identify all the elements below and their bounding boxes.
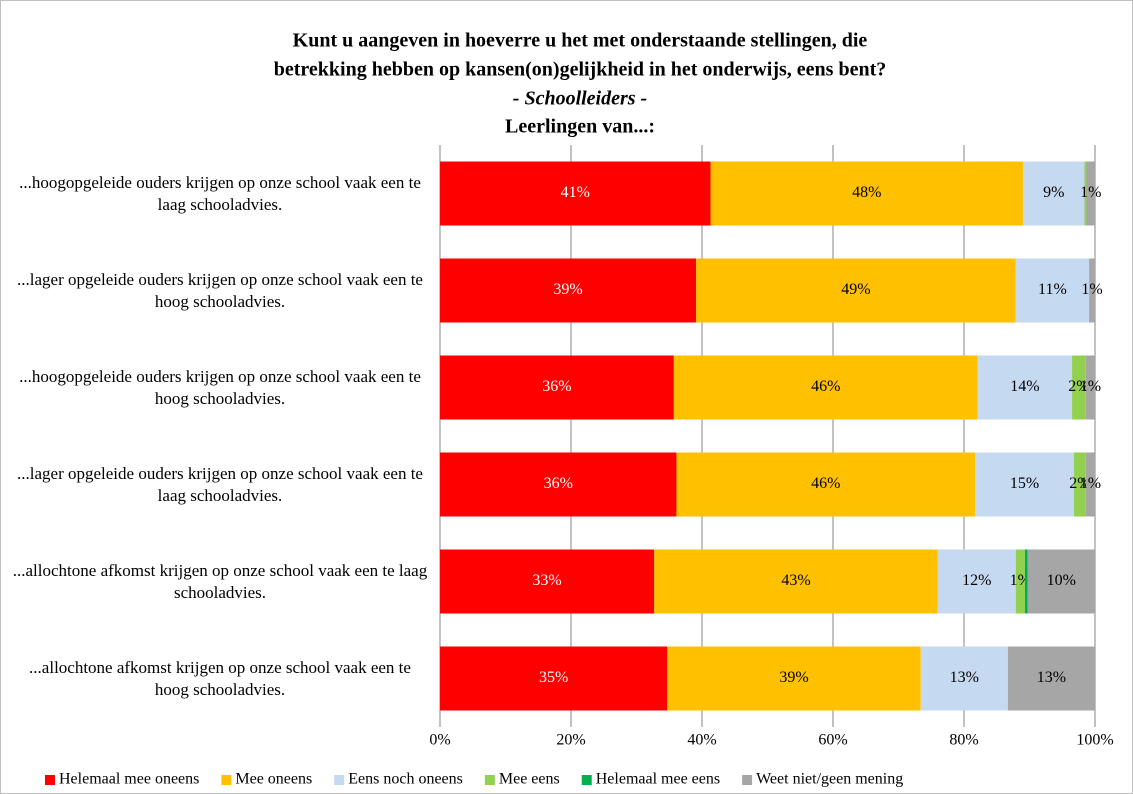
data-label: 41%	[561, 184, 590, 201]
data-label: 13%	[950, 669, 979, 686]
bar-segment	[1072, 355, 1086, 420]
category-label: ...lager opgeleide ouders krijgen op onz…	[17, 269, 423, 311]
data-label: 39%	[553, 281, 582, 298]
bar-segment	[667, 646, 921, 711]
category-label: ...allochtone afkomst krijgen op onze sc…	[29, 657, 411, 699]
data-label: 10%	[1047, 572, 1076, 589]
x-tick-label: 60%	[818, 732, 847, 749]
bar-segment	[1024, 549, 1028, 614]
group-label: Leerlingen van...:	[505, 116, 655, 138]
x-tick-label: 80%	[949, 732, 978, 749]
x-tick-label: 0%	[429, 732, 450, 749]
data-label: 2%	[1068, 378, 1089, 395]
bar-segment	[1015, 549, 1025, 614]
data-label: 46%	[811, 378, 840, 395]
bar-segment	[1015, 258, 1090, 323]
bar-segment	[1027, 549, 1095, 614]
legend-label: Mee eens	[499, 771, 560, 788]
bar-segment	[1085, 355, 1095, 420]
legend-swatch	[45, 775, 55, 785]
bar-segment	[1089, 258, 1095, 323]
data-label: 1%	[1080, 184, 1101, 201]
legend-label: Eens noch oneens	[348, 771, 463, 788]
legend-label: Helemaal mee oneens	[59, 771, 199, 788]
bar-segment	[977, 355, 1073, 420]
data-label: 36%	[542, 378, 571, 395]
data-label: 49%	[841, 281, 870, 298]
legend-swatch	[334, 775, 345, 785]
legend-label: Weet niet/geen mening	[756, 771, 903, 788]
data-label: 11%	[1038, 281, 1067, 298]
x-tick-label: 40%	[687, 732, 716, 749]
data-label: 1%	[1080, 475, 1101, 492]
category-label: ...hoogopgeleide ouders krijgen op onze …	[19, 172, 421, 214]
data-label: 43%	[781, 572, 810, 589]
x-tick-label: 100%	[1076, 732, 1113, 749]
data-label: 33%	[532, 572, 561, 589]
bar-segment	[920, 646, 1008, 711]
bar-segment	[440, 355, 674, 420]
bar-segment	[440, 161, 711, 226]
data-label: 35%	[539, 669, 568, 686]
category-label: ...allochtone afkomst krijgen op onze sc…	[12, 560, 428, 602]
bar-segment	[676, 452, 976, 517]
x-tick-label: 20%	[556, 732, 585, 749]
legend-label: Helemaal mee eens	[596, 771, 720, 788]
bar-segment	[1022, 161, 1085, 226]
bar-segment	[710, 161, 1023, 226]
legend-swatch	[581, 775, 592, 785]
bar-segment	[1085, 452, 1095, 517]
bar-segment	[440, 549, 655, 614]
bar-segment	[440, 646, 668, 711]
bar-segment	[654, 549, 938, 614]
data-label: 15%	[1010, 475, 1039, 492]
chart-title: betrekking hebben op kansen(on)gelijkhei…	[274, 59, 887, 81]
data-label: 39%	[779, 669, 808, 686]
bar-segment	[1084, 161, 1087, 226]
legend-swatch	[221, 775, 232, 785]
bar-segment	[440, 452, 677, 517]
category-label: ...hoogopgeleide ouders krijgen op onze …	[19, 366, 421, 408]
legend-swatch	[484, 775, 495, 785]
data-label: 46%	[811, 475, 840, 492]
bar-segment	[975, 452, 1075, 517]
legend-label: Mee oneens	[235, 771, 312, 788]
legend-swatch	[742, 775, 753, 785]
bar-segment	[1007, 646, 1095, 711]
data-label: 1%	[1080, 378, 1101, 395]
data-label: 9%	[1043, 184, 1064, 201]
category-label: ...lager opgeleide ouders krijgen op onz…	[17, 463, 423, 505]
chart-subtitle: - Schoolleiders -	[513, 88, 647, 110]
data-label: 13%	[1037, 669, 1066, 686]
data-label: 12%	[962, 572, 991, 589]
bar-segment	[673, 355, 978, 420]
data-label: 1%	[1081, 281, 1102, 298]
bar-segment	[440, 258, 697, 323]
bar-segment	[937, 549, 1016, 614]
data-label: 2%	[1069, 475, 1090, 492]
data-label: 48%	[852, 184, 881, 201]
data-label: 36%	[544, 475, 573, 492]
bar-segment	[1086, 161, 1095, 226]
bar-segment	[1074, 452, 1086, 517]
data-label: 14%	[1010, 378, 1039, 395]
chart-title: Kunt u aangeven in hoeverre u het met on…	[293, 30, 868, 52]
bar-segment	[696, 258, 1016, 323]
